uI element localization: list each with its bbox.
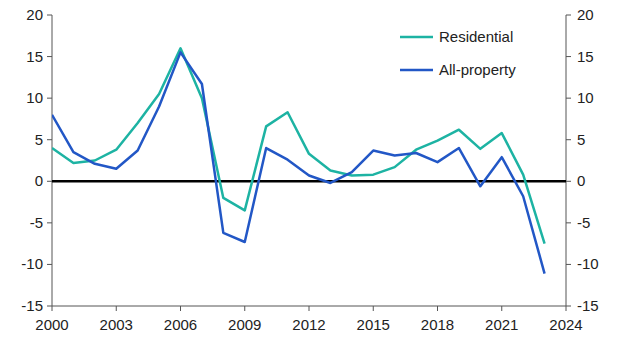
y-tick-label: -15 bbox=[21, 297, 43, 314]
x-tick-label: 2021 bbox=[485, 316, 518, 333]
page: {"chart_data": {"type": "line", "x": [20… bbox=[0, 0, 632, 357]
x-tick-label: 2015 bbox=[357, 316, 390, 333]
chart: -15 -10 -5 0 5 10 15 20 -15 -10 -5 0 5 10 15 20 2000 2003… bbox=[0, 0, 632, 357]
y-tick bbox=[47, 56, 52, 57]
x-tick-label: 2003 bbox=[100, 316, 133, 333]
y-tick-label: 20 bbox=[26, 6, 43, 23]
x-tick bbox=[52, 306, 53, 311]
y2-tick bbox=[566, 56, 571, 57]
y-tick bbox=[47, 98, 52, 99]
y-tick-label: 5 bbox=[35, 131, 43, 148]
legend-swatch bbox=[400, 36, 433, 39]
x-tick-label: 2024 bbox=[549, 316, 582, 333]
y-tick-label: 15 bbox=[26, 48, 43, 65]
y-tick bbox=[47, 181, 52, 182]
x-tick bbox=[309, 306, 310, 311]
x-tick bbox=[437, 306, 438, 311]
y2-tick-label: 0 bbox=[577, 172, 585, 189]
y-tick-label: 10 bbox=[26, 89, 43, 106]
y-tick bbox=[47, 222, 52, 223]
x-tick bbox=[180, 306, 181, 311]
y2-tick-label: 15 bbox=[577, 48, 594, 65]
x-tick bbox=[116, 306, 117, 311]
y-tick bbox=[47, 15, 52, 16]
series-line bbox=[52, 48, 545, 243]
x-tick-label: 2018 bbox=[421, 316, 454, 333]
y-axis-line bbox=[52, 15, 53, 306]
x-tick bbox=[244, 306, 245, 311]
y2-tick bbox=[566, 222, 571, 223]
zero-line bbox=[52, 180, 566, 183]
x-tick-label: 2000 bbox=[35, 316, 68, 333]
y2-tick-label: 10 bbox=[577, 89, 594, 106]
y2-tick-label: 20 bbox=[577, 6, 594, 23]
x-tick-label: 2009 bbox=[228, 316, 261, 333]
x-tick-label: 2012 bbox=[292, 316, 325, 333]
y-tick-label: -5 bbox=[30, 214, 43, 231]
y-axis: -15 -10 -5 0 5 10 15 20 bbox=[21, 6, 566, 314]
y-tick bbox=[47, 139, 52, 140]
legend-label: Residential bbox=[439, 28, 513, 45]
y-tick bbox=[47, 264, 52, 265]
y2-tick bbox=[566, 181, 571, 182]
y2-axis-line bbox=[566, 15, 567, 306]
y2-tick bbox=[566, 306, 571, 307]
x-tick bbox=[501, 306, 502, 311]
x-tick bbox=[373, 306, 374, 311]
y2-tick bbox=[566, 98, 571, 99]
x-axis: 2000 2003 2006 2009 2012 2015 2018 2021 2024 bbox=[35, 306, 582, 333]
lines bbox=[52, 48, 545, 273]
legend: Residential All-property bbox=[400, 28, 516, 78]
series-line bbox=[52, 52, 545, 273]
y2-axis: -15 -10 -5 0 5 10 15 20 bbox=[566, 6, 599, 314]
y2-tick-label: 5 bbox=[577, 131, 585, 148]
y-tick-label: 0 bbox=[35, 172, 43, 189]
y2-tick bbox=[566, 139, 571, 140]
x-tick-label: 2006 bbox=[164, 316, 197, 333]
x-tick bbox=[566, 306, 567, 311]
y-tick-label: -10 bbox=[21, 255, 43, 272]
legend-swatch bbox=[400, 69, 433, 72]
y2-tick bbox=[566, 15, 571, 16]
y2-tick-label: -10 bbox=[577, 255, 599, 272]
y2-tick-label: -5 bbox=[577, 214, 590, 231]
y2-tick-label: -15 bbox=[577, 297, 599, 314]
y2-tick bbox=[566, 264, 571, 265]
legend-label: All-property bbox=[439, 61, 516, 78]
y-tick bbox=[47, 306, 52, 307]
